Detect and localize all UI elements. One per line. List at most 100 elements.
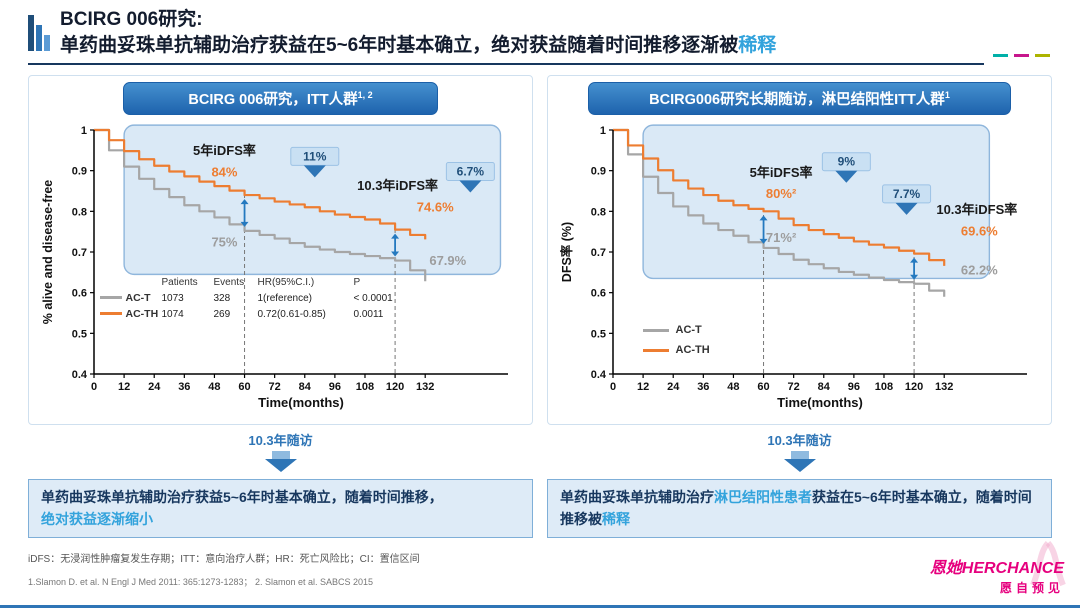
stats-table-header: Patients Events HR(95%C.I.) P — [100, 274, 408, 290]
annotation-label: 84% — [211, 164, 237, 179]
x-tick: 60 — [238, 381, 250, 393]
y-tick: 0.8 — [590, 206, 605, 218]
x-tick: 24 — [667, 381, 680, 393]
y-tick: 0.8 — [71, 206, 86, 218]
conclusion-segment: 绝对获益逐渐缩小 — [41, 510, 153, 527]
header: BCIRG 006研究: 单药曲妥珠单抗辅助治疗获益在5~6年时基本确立，绝对获… — [0, 0, 1080, 58]
y-tick: 0.9 — [71, 166, 86, 178]
x-tick: 48 — [208, 381, 220, 393]
row-name: AC-TH — [125, 308, 159, 321]
y-axis-label: DFS率 (%) — [559, 222, 574, 282]
page-subtitle: 单药曲妥珠单抗辅助治疗获益在5~6年时基本确立，绝对获益随着时间推移逐渐被稀释 — [60, 34, 776, 58]
right-followup: 10.3年随访 — [767, 430, 832, 473]
followup-label: 10.3年随访 — [248, 433, 313, 449]
conclusion-segment: 淋巴结阳性患者 — [714, 489, 812, 506]
annotation-label: 69.6% — [960, 223, 997, 238]
diff-badge-pointer — [834, 170, 857, 183]
diff-badge-pointer — [303, 165, 326, 178]
legend-item: AC-T — [642, 320, 710, 340]
left-chart: 0 12 24 36 48 60 72 84 96 108 120 132 0.4 0.5 0.6 0.7 0.… — [38, 118, 524, 422]
annotation-label: 5年iDFS率 — [193, 143, 256, 158]
table-row: AC-TH 1074 269 0.72(0.61-0.85) 0.0011 — [99, 306, 408, 322]
legend: AC-T AC-TH — [642, 320, 710, 360]
col-events: Events — [213, 276, 245, 288]
legend-item: AC-TH — [642, 340, 710, 360]
y-tick: 1 — [599, 125, 605, 137]
x-tick: 12 — [117, 381, 129, 393]
diff-badge-value: 6.7% — [456, 165, 484, 179]
diff-badge-value: 7.7% — [892, 187, 920, 201]
row-name: AC-T — [125, 292, 151, 305]
arrowhead-up — [240, 199, 249, 205]
km-plot-right: 0 12 24 36 48 60 72 84 96 108 120 132 0.4 0.5 0.6 0.7 0.… — [559, 124, 1027, 410]
header-divider — [28, 53, 1050, 66]
y-tick: 0.6 — [71, 288, 86, 300]
arrowhead-up — [909, 257, 918, 263]
x-tick: 96 — [328, 381, 340, 393]
y-tick: 0.7 — [71, 247, 86, 259]
conclusion-segment: 单药曲妥珠单抗辅助治疗获益5~6年时基本确立，随着时间推移， — [41, 489, 443, 506]
annotation-label: 10.3年iDFS率 — [357, 178, 438, 193]
series-AC-T — [93, 128, 426, 282]
page-title: BCIRG 006研究: — [60, 9, 203, 30]
down-arrow-icon — [264, 451, 297, 473]
annotation-label: 71%² — [765, 230, 796, 245]
annotation-label: 67.9% — [429, 253, 466, 268]
dash-magenta — [1014, 53, 1029, 58]
left-chart-title-text: BCIRG 006研究，ITT人群 — [188, 92, 358, 109]
conclusion-segment: 单药曲妥珠单抗辅助治疗 — [560, 489, 714, 506]
dash-teal — [993, 53, 1008, 58]
arrowhead-up — [759, 215, 768, 221]
followup-label: 10.3年随访 — [767, 433, 832, 449]
references-note: 1.Slamon D. et al. N Engl J Med 2011: 36… — [28, 577, 374, 588]
annotation-label: 75% — [211, 234, 237, 249]
left-followup: 10.3年随访 — [248, 430, 313, 473]
arrowhead-down — [759, 238, 768, 244]
down-arrow-icon — [783, 451, 816, 473]
dash-olive — [1035, 53, 1050, 58]
x-axis-label: Time(months) — [777, 395, 863, 410]
arrowhead-down — [390, 251, 399, 257]
x-tick: 36 — [697, 381, 709, 393]
diff-badge-value: 11% — [303, 149, 327, 163]
brand-line2: 愿自预见 — [999, 581, 1064, 595]
highlight-box — [122, 124, 501, 276]
x-tick: 120 — [904, 381, 922, 393]
x-tick: 0 — [609, 381, 615, 393]
x-tick: 84 — [298, 381, 311, 393]
x-tick: 36 — [178, 381, 190, 393]
diff-badge-value: 9% — [837, 155, 855, 169]
color-dashes — [993, 53, 1050, 58]
col-hr: HR(95%C.I.) — [257, 276, 315, 288]
annotation-label: 74.6% — [416, 199, 453, 214]
right-chart-title-text: BCIRG006研究长期随访，淋巴结阳性ITT人群 — [649, 92, 945, 109]
arrowhead-down — [240, 221, 249, 227]
x-axis-label: Time(months) — [258, 395, 344, 410]
x-tick: 108 — [874, 381, 892, 393]
y-tick: 0.5 — [590, 328, 605, 340]
highlight-box — [641, 124, 990, 280]
annotation-label: 62.2% — [960, 262, 997, 277]
series-swatch-orange — [99, 312, 122, 316]
series-swatch-orange — [642, 348, 669, 352]
col-p: P — [353, 276, 361, 288]
diff-badge — [445, 162, 495, 182]
diff-badge-pointer — [895, 202, 918, 215]
annotation-label: 10.3年iDFS率 — [936, 202, 1017, 217]
x-tick: 60 — [757, 381, 769, 393]
y-tick: 0.9 — [590, 166, 605, 178]
stats-table: Patients Events HR(95%C.I.) P AC-T 1073 … — [99, 274, 408, 322]
title-superscript: 1 — [944, 90, 950, 101]
left-chart-panel: BCIRG 006研究，ITT人群1, 2 0 12 24 36 48 60 72 84 96 1… — [28, 75, 533, 426]
brand-logo: 恩她HERCHANCE 愿自预见 — [930, 540, 1066, 596]
conclusion-segment: 获益在5~6年时基本确立，随着时间推移被 — [560, 489, 1032, 527]
title-superscript: 1, 2 — [357, 90, 373, 101]
subtitle-highlight: 稀释 — [738, 34, 777, 56]
right-conclusion-box: 单药曲妥珠单抗辅助治疗淋巴结阳性患者获益在5~6年时基本确立，随着时间推移被稀释 — [547, 479, 1052, 539]
y-tick: 1 — [80, 125, 86, 137]
arrowhead-down — [909, 274, 918, 280]
y-tick: 0.4 — [71, 369, 87, 381]
x-tick: 120 — [385, 381, 403, 393]
y-tick: 0.7 — [590, 247, 605, 259]
